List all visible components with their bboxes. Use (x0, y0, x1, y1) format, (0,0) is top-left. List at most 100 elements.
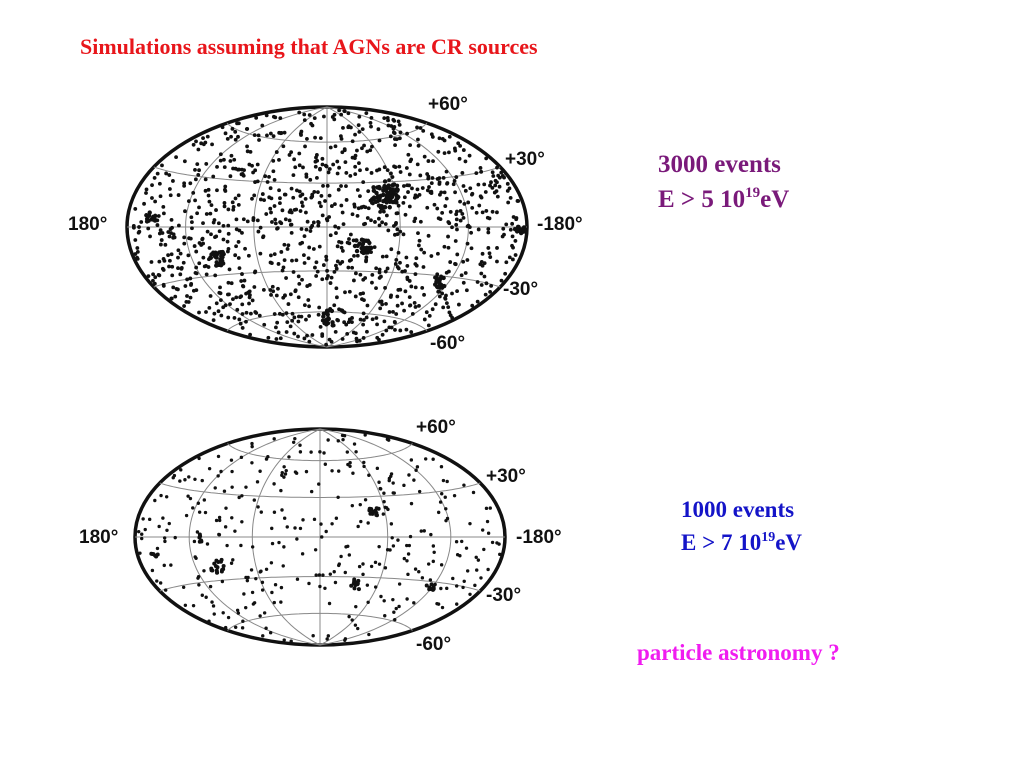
event-dot (223, 525, 228, 529)
event-dot (293, 526, 297, 530)
event-dot (453, 148, 458, 153)
event-dot (402, 308, 406, 313)
event-dot (497, 542, 501, 546)
event-dot (285, 525, 289, 529)
event-dot (287, 218, 292, 223)
event-dot (386, 118, 390, 123)
event-dot (240, 326, 245, 330)
event-dot (282, 258, 287, 263)
event-dot (389, 522, 394, 526)
event-dot (137, 229, 142, 234)
event-dot (378, 306, 383, 311)
event-dot (389, 472, 394, 476)
event-dot (452, 178, 457, 183)
event-dot (385, 548, 390, 552)
event-dot (239, 294, 244, 299)
event-dot (341, 222, 346, 227)
event-dot (278, 220, 282, 225)
event-dot (311, 220, 316, 225)
event-dot (211, 220, 216, 225)
event-dot (214, 208, 218, 212)
event-dot (416, 231, 420, 236)
event-dot (435, 251, 440, 256)
event-dot (412, 478, 416, 482)
event-dot (172, 235, 177, 240)
event-dot (487, 251, 492, 256)
event-dot (404, 166, 409, 170)
event-dot (385, 266, 390, 271)
lon-label: -180° (537, 214, 583, 235)
event-dot (422, 317, 427, 322)
event-dot (428, 190, 433, 195)
event-dot (422, 154, 427, 159)
event-dot (444, 270, 449, 275)
event-dot (240, 520, 244, 524)
event-dot (476, 182, 481, 187)
event-dot (355, 253, 360, 258)
event-dot (248, 149, 253, 154)
event-dot (482, 261, 487, 266)
event-dot (402, 184, 406, 188)
event-dot (207, 466, 212, 471)
event-dot (325, 312, 330, 317)
event-dot (398, 170, 403, 174)
event-dot (403, 289, 408, 294)
event-dot (221, 223, 226, 228)
event-dot (350, 265, 355, 270)
event-dot (343, 290, 347, 295)
event-dot (155, 579, 159, 583)
event-dot (369, 245, 374, 251)
event-dot (252, 133, 257, 138)
event-dot (470, 206, 475, 210)
event-dot (470, 303, 475, 308)
event-dot (429, 132, 434, 137)
event-dot (373, 220, 377, 224)
event-dot (327, 167, 332, 171)
event-dot (345, 331, 350, 336)
event-dot (184, 513, 189, 518)
event-dot (161, 284, 166, 288)
event-dot (218, 152, 223, 157)
event-dot (226, 249, 230, 254)
event-dot (235, 307, 240, 312)
event-dot (183, 478, 187, 482)
event-dot (444, 301, 449, 306)
event-dot (221, 237, 226, 242)
event-dot (229, 153, 234, 158)
event-dot (300, 200, 304, 205)
event-dot (223, 184, 228, 189)
event-dot (485, 215, 490, 220)
event-dot (488, 290, 493, 294)
event-dot (337, 108, 342, 113)
event-dot (193, 177, 198, 182)
event-dot (197, 205, 201, 210)
event-dot (174, 155, 178, 160)
event-dot (251, 216, 256, 220)
event-dot (271, 169, 276, 174)
event-dot (396, 203, 401, 208)
event-dot (444, 169, 449, 174)
event-dot (135, 250, 140, 254)
energy-text: E > 7 10 (681, 530, 761, 555)
event-dot (304, 469, 309, 474)
event-dot (282, 545, 286, 549)
event-dot (422, 292, 426, 297)
event-dot (201, 221, 205, 226)
event-dot (230, 126, 235, 131)
event-dot (208, 211, 213, 216)
event-dot (326, 274, 330, 278)
event-dot (427, 587, 432, 592)
event-dot (334, 231, 338, 235)
event-dot (214, 263, 219, 268)
event-dot (352, 577, 357, 582)
event-dot (203, 177, 208, 182)
event-dot (218, 285, 222, 290)
event-dot (412, 601, 416, 605)
event-dot (317, 200, 322, 205)
event-dot (199, 538, 204, 543)
event-dot (144, 191, 148, 195)
event-dot (365, 329, 369, 334)
event-dot (508, 195, 513, 200)
event-dot (293, 288, 298, 293)
event-dot (238, 321, 243, 326)
